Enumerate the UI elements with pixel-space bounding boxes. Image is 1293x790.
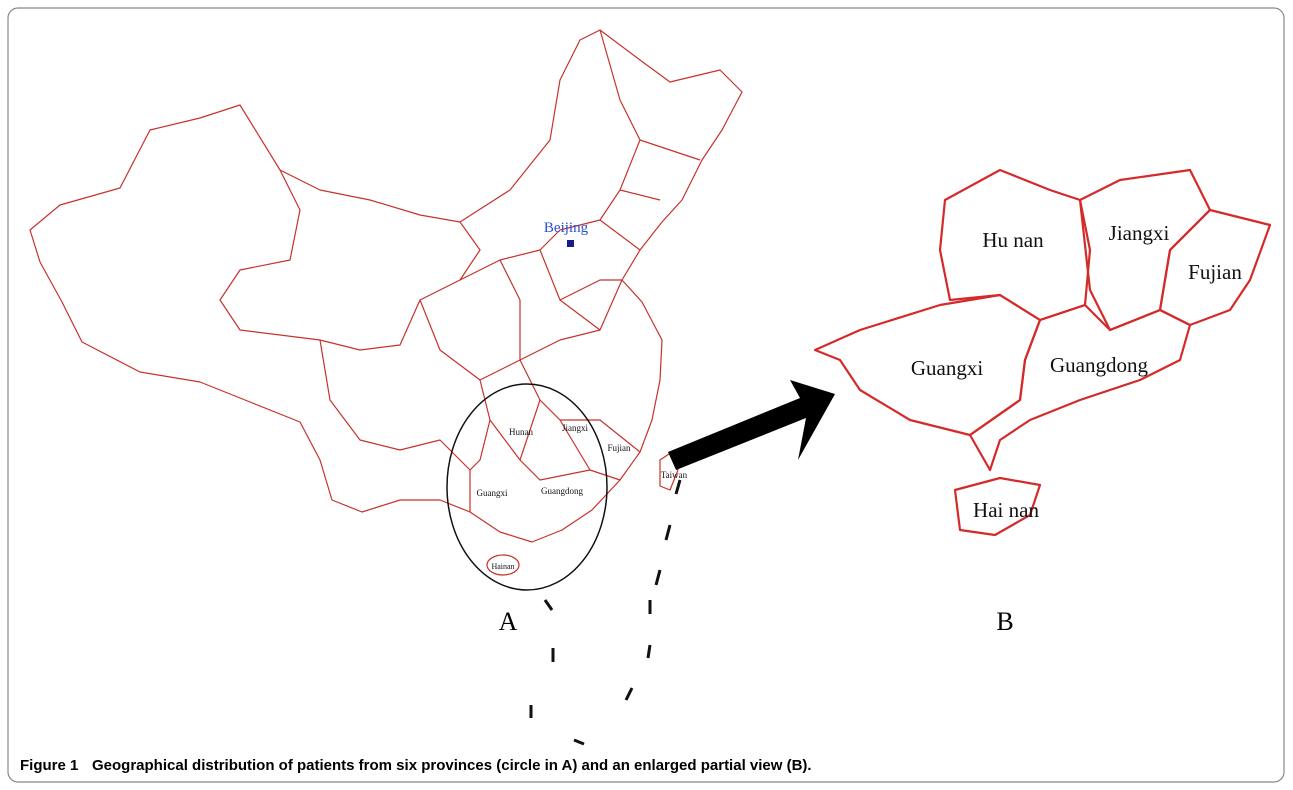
region-label: Hu nan <box>982 228 1044 252</box>
beijing-marker <box>567 240 574 247</box>
region-label: Beijing <box>544 220 589 236</box>
region-label: Hai nan <box>973 498 1039 522</box>
region-label: Hunan <box>509 427 533 437</box>
panel-letter: A <box>499 607 518 636</box>
panel-letter: B <box>996 607 1013 636</box>
region-label: Fujian <box>607 443 631 453</box>
region-label: Hainan <box>491 562 514 571</box>
region-label: Jiangxi <box>1109 221 1170 245</box>
figure: A Beijing Hunan Jiangxi Fujian Guangxi Guangdo… <box>0 0 1293 790</box>
region-label: Guangdong <box>1050 353 1148 377</box>
region-label: Fujian <box>1188 260 1242 284</box>
caption-text: Geographical distribution of patients fr… <box>92 757 812 774</box>
region-label: Guangxi <box>911 356 983 380</box>
region-label: Taiwan <box>661 470 688 480</box>
region-label: Guangxi <box>477 488 508 498</box>
region-label: Jiangxi <box>562 423 588 433</box>
caption-label: Figure 1 <box>20 757 78 774</box>
region-label: Guangdong <box>541 486 583 496</box>
